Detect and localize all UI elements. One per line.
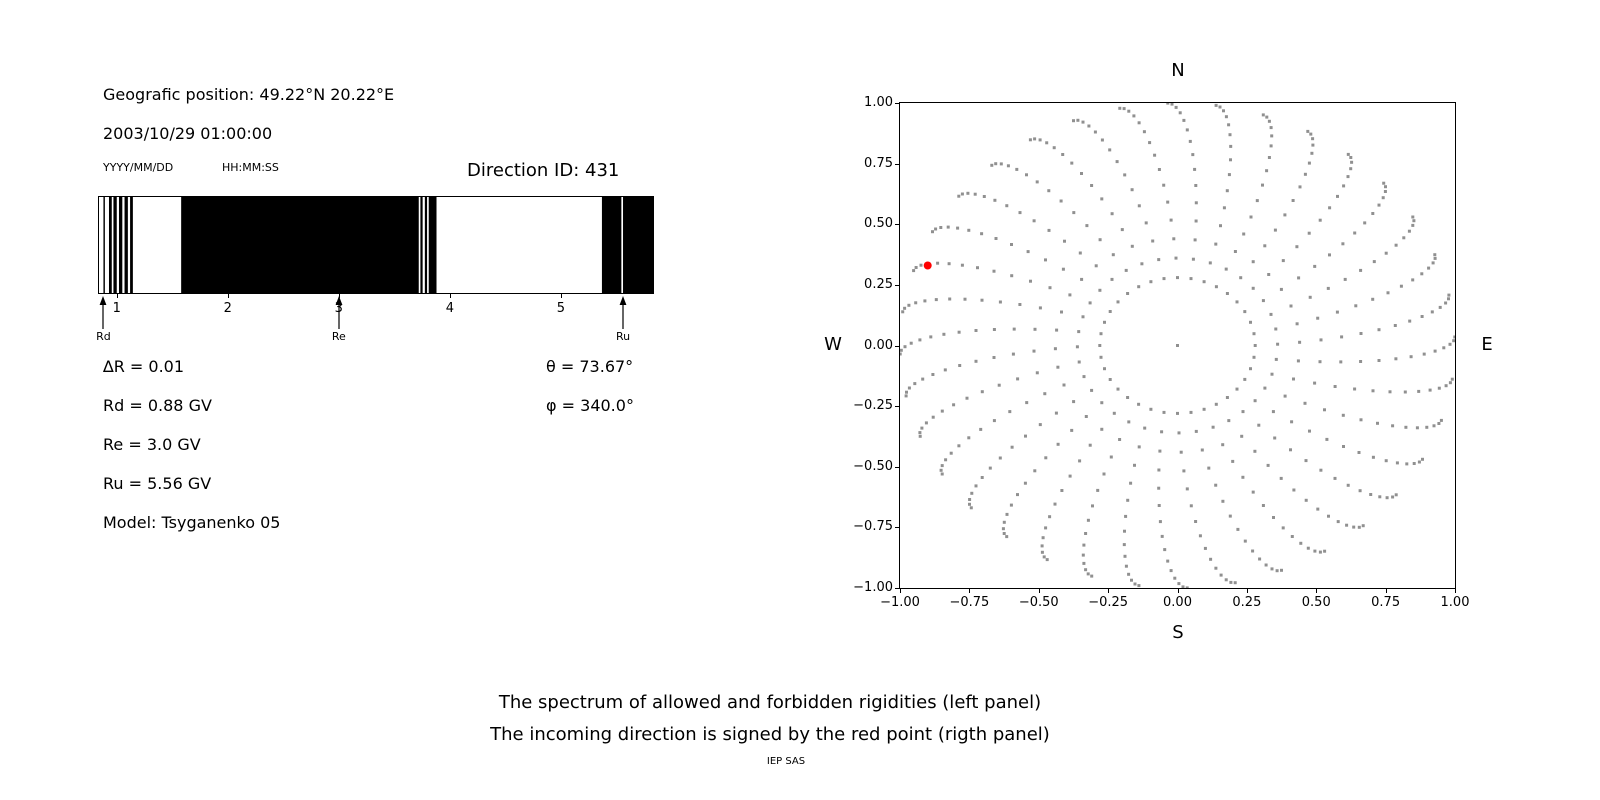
scatter-x-tick-label: 0.50 [1301, 595, 1331, 610]
rigidity-tick-label: 4 [445, 301, 454, 316]
scatter-y-tick-label: 1.00 [864, 95, 893, 110]
scatter-x-tick-mark [1385, 589, 1387, 593]
up-arrow-icon [100, 296, 107, 329]
figure-caption: The spectrum of allowed and forbidden ri… [0, 687, 1540, 751]
compass-south-label: S [1172, 622, 1184, 643]
scatter-y-tick-label: 0.75 [864, 155, 893, 171]
incoming-direction-red-point [923, 261, 932, 270]
rigidity-tick-mark [227, 294, 229, 298]
cutoff-marker-rd: Rd [95, 296, 111, 343]
scatter-y-tick-label: 0.00 [864, 337, 893, 353]
date-format-label: YYYY/MM/DD [103, 161, 174, 174]
scatter-x-tick-label: 1.00 [1440, 595, 1470, 610]
rigidity-tick-label: 2 [223, 301, 232, 316]
scatter-x-tick-mark [1108, 589, 1110, 593]
compass-north-label: N [1171, 60, 1185, 81]
rd-value: Rd = 0.88 GV [103, 396, 212, 415]
compass-west-label: W [824, 334, 842, 355]
theta-value: θ = 73.67° [546, 357, 634, 376]
time-format-label: HH:MM:SS [222, 161, 279, 174]
direction-scatter-plot [899, 102, 1456, 589]
scatter-x-tick-mark [1316, 589, 1318, 593]
rigidity-tick-label: 5 [556, 301, 565, 316]
re-value: Re = 3.0 GV [103, 435, 201, 454]
rigidity-tick-mark [449, 294, 451, 298]
scatter-x-tick-label: −1.00 [880, 595, 920, 610]
scatter-x-tick-mark [1246, 589, 1248, 593]
caption-line-2: The incoming direction is signed by the … [490, 724, 1050, 745]
scatter-y-tick-mark [895, 284, 899, 286]
cutoff-marker-label: Rd [96, 330, 111, 343]
direction-scatter-svg [900, 103, 1455, 588]
scatter-y-tick-label: −0.75 [853, 519, 893, 535]
scatter-x-tick-mark [969, 589, 971, 593]
ru-value: Ru = 5.56 GV [103, 474, 212, 493]
caption-line-1: The spectrum of allowed and forbidden ri… [498, 692, 1042, 713]
scatter-y-tick-label: −0.25 [853, 398, 893, 414]
direction-id-text: Direction ID: 431 [467, 160, 620, 181]
scatter-y-tick-mark [895, 163, 899, 165]
delta-r-value: ∆R = 0.01 [103, 357, 185, 376]
cutoff-marker-re: Re [331, 296, 347, 343]
up-arrow-icon [619, 296, 627, 329]
scatter-y-tick-mark [895, 103, 899, 104]
scatter-y-tick-mark [895, 224, 899, 226]
compass-east-label: E [1481, 334, 1493, 355]
rigidity-tick-mark [338, 294, 340, 298]
scatter-x-tick-mark [1038, 589, 1040, 593]
scatter-x-tick-label: 0.00 [1163, 595, 1192, 610]
scatter-y-tick-mark [895, 345, 899, 347]
scatter-x-tick-mark [1177, 589, 1179, 593]
scatter-x-tick-label: −0.50 [1018, 595, 1059, 610]
cutoff-marker-label: Re [331, 330, 346, 343]
scatter-y-tick-mark [895, 588, 899, 589]
scatter-x-tick-label: 0.25 [1232, 595, 1262, 610]
scatter-y-tick-label: 0.25 [864, 276, 893, 292]
scatter-x-tick-label: 0.75 [1371, 595, 1401, 610]
rigidity-tick-mark [116, 294, 118, 298]
scatter-y-tick-mark [895, 466, 899, 468]
scatter-y-tick-mark [895, 406, 899, 408]
cutoff-marker-ru: Ru [615, 296, 631, 343]
datetime-text: 2003/10/29 01:00:00 [103, 124, 273, 143]
rigidity-spectrum-svg [103, 197, 653, 293]
scatter-y-tick-label: −0.50 [853, 458, 893, 474]
up-arrow-icon [335, 296, 343, 329]
scatter-y-tick-label: −1.00 [853, 580, 893, 595]
scatter-x-tick-label: −0.75 [949, 595, 990, 610]
scatter-y-tick-mark [895, 527, 899, 529]
model-name: Model: Tsyganenko 05 [103, 513, 281, 532]
scatter-x-tick-mark [900, 589, 901, 593]
scatter-x-tick-label: −0.25 [1088, 595, 1129, 610]
scatter-y-tick-label: 0.50 [864, 216, 893, 232]
phi-value: φ = 340.0° [546, 396, 634, 415]
scatter-x-tick-mark [1455, 589, 1456, 593]
credit-text: IEP SAS [766, 756, 806, 767]
rigidity-tick-mark [560, 294, 562, 298]
cutoff-marker-label: Ru [615, 330, 631, 343]
geographic-position-text: Geografic position: 49.22°N 20.22°E [103, 85, 395, 104]
rigidity-spectrum-plot [98, 196, 654, 294]
rigidity-tick-label: 1 [112, 301, 121, 316]
